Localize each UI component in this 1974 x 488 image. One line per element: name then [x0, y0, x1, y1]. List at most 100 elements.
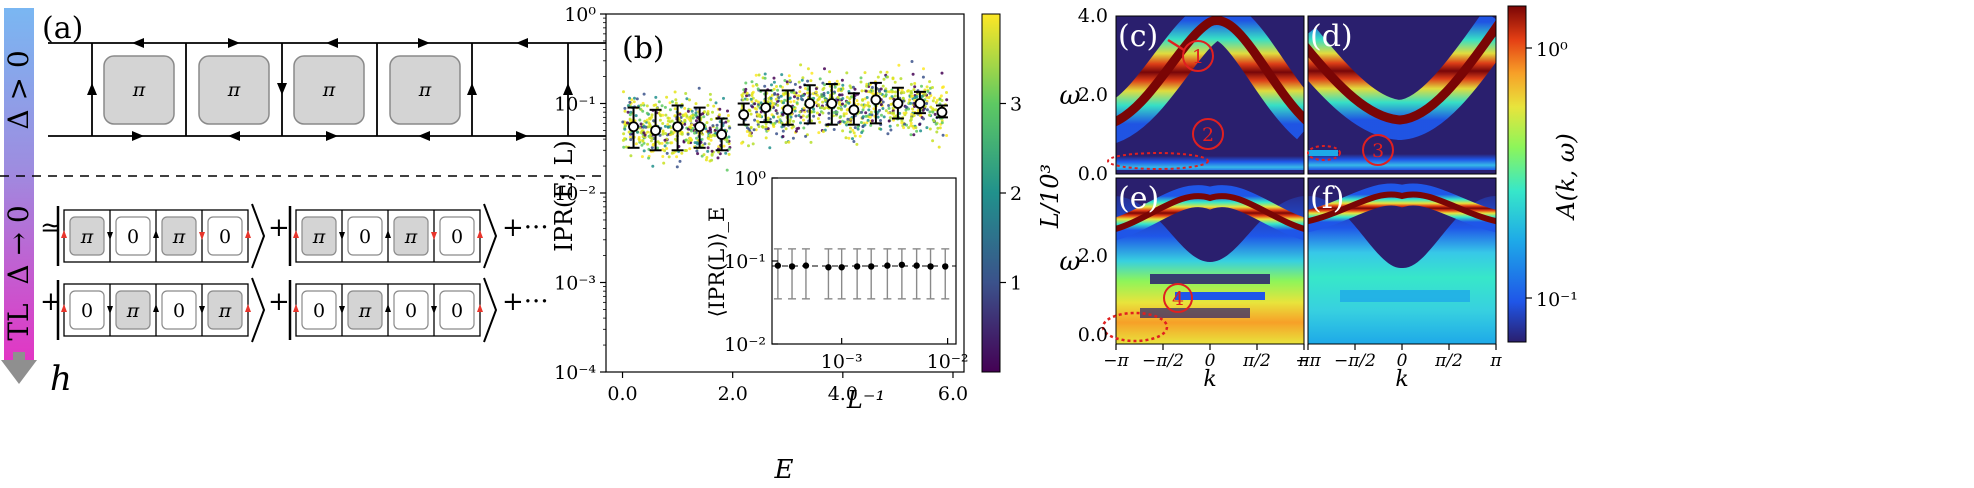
scatter-point	[771, 103, 775, 107]
x-tick-label: −π	[1103, 351, 1129, 371]
scatter-point	[837, 87, 841, 91]
bond-arrow-icon	[61, 304, 67, 312]
scatter-point	[747, 144, 750, 148]
scatter-point	[707, 142, 711, 146]
scatter-point	[745, 98, 749, 101]
scatter-point	[661, 155, 665, 158]
bond-arrow-icon	[107, 306, 113, 314]
scatter-point	[910, 112, 914, 116]
scatter-point	[661, 130, 665, 134]
dots-sign: +···	[502, 213, 549, 243]
scatter-point	[841, 97, 845, 100]
scatter-point	[927, 113, 931, 117]
scatter-point	[664, 132, 667, 135]
scatter-point	[812, 107, 816, 111]
scatter-point	[764, 136, 768, 140]
panel-label-d: (d)	[1310, 19, 1353, 54]
zero-plaquette	[301, 290, 337, 330]
scatter-point	[835, 79, 839, 83]
scatter-point	[945, 91, 948, 94]
scatter-point	[810, 110, 814, 114]
scatter-point	[724, 120, 728, 124]
x-tick-label: π	[1489, 351, 1502, 371]
scatter-point	[788, 118, 792, 122]
scatter-point	[902, 111, 906, 115]
bond-arrow-icon	[61, 230, 67, 238]
scatter-point	[643, 119, 647, 123]
scatter-point	[931, 86, 934, 89]
scatter-point	[820, 106, 824, 110]
panel-label-e: (e)	[1118, 181, 1159, 216]
scatter-point	[665, 147, 669, 150]
scatter-point	[707, 137, 711, 141]
scatter-point	[673, 107, 677, 111]
scatter-point	[634, 142, 638, 146]
scatter-point	[903, 122, 907, 126]
scatter-point	[940, 121, 944, 125]
plaquette-label: 0	[451, 226, 463, 248]
scatter-point	[647, 121, 651, 125]
scatter-point	[706, 146, 710, 150]
scatter-point	[860, 89, 864, 93]
y-tick: 4.0	[1078, 5, 1108, 27]
inset-plot: 10⁻³ 10⁻² 10⁰ 10⁻¹ 10⁻²	[724, 168, 968, 373]
ket-angle	[251, 203, 266, 269]
scatter-point	[715, 123, 719, 127]
scatter-point	[923, 92, 927, 96]
panel-a: Δ > 0 Δ → 0 TL (a) h	[0, 8, 660, 399]
scatter-point	[658, 133, 662, 137]
inset-point	[853, 263, 861, 270]
scatter-point	[926, 89, 930, 93]
scatter-point	[785, 80, 789, 84]
scatter-point	[629, 138, 633, 142]
scatter-point	[753, 102, 757, 106]
scatter-point	[678, 112, 682, 116]
scatter-point	[661, 132, 665, 136]
plaquette-label: 0	[127, 226, 139, 248]
scatter-point	[641, 109, 645, 113]
scatter-point	[853, 126, 857, 130]
scatter-point	[784, 91, 787, 95]
binned-means	[627, 81, 948, 152]
scatter-point	[904, 108, 908, 112]
scatter-point	[800, 78, 804, 82]
bond-arrow-icon	[199, 232, 205, 240]
mean-point	[870, 94, 882, 106]
scatter-point	[666, 116, 670, 120]
scatter-point	[623, 127, 627, 131]
scatter-point	[907, 126, 911, 130]
bond-arrow-icon	[385, 304, 391, 312]
scatter-point	[675, 165, 679, 169]
scatter-point	[897, 63, 901, 67]
pi-plaquette	[301, 216, 337, 256]
scatter-point	[855, 99, 859, 103]
scatter-point	[651, 164, 655, 168]
scatter-point	[799, 115, 803, 119]
bond-arrow-icon	[477, 304, 483, 312]
scatter-point	[663, 138, 667, 142]
x-tick-label: 6.0	[938, 383, 968, 405]
scatter-point	[761, 125, 765, 129]
inset-point	[838, 264, 845, 271]
scatter-point	[747, 108, 751, 112]
scatter-point	[798, 85, 802, 89]
scatter-point	[838, 93, 842, 97]
scatter-point	[711, 110, 714, 114]
scatter-point	[881, 100, 885, 104]
scatter-point	[847, 101, 851, 105]
y-tick-label: 10⁻²	[554, 183, 596, 205]
x-tick-label: 2.0	[718, 383, 748, 405]
plaquette-label: 0	[219, 226, 231, 248]
scatter-point	[882, 94, 886, 98]
scatter-point	[722, 144, 726, 148]
scatter-point	[683, 106, 687, 110]
scatter-point	[683, 122, 687, 126]
side-label-mid: Δ → 0	[2, 205, 35, 284]
scatter-point	[749, 97, 753, 101]
scatter-point	[922, 117, 925, 121]
scatter-point	[806, 79, 810, 83]
scatter-point	[793, 95, 796, 99]
scatter-point	[660, 141, 664, 145]
scatter-point	[888, 116, 892, 120]
ladder-arrows	[87, 38, 573, 141]
